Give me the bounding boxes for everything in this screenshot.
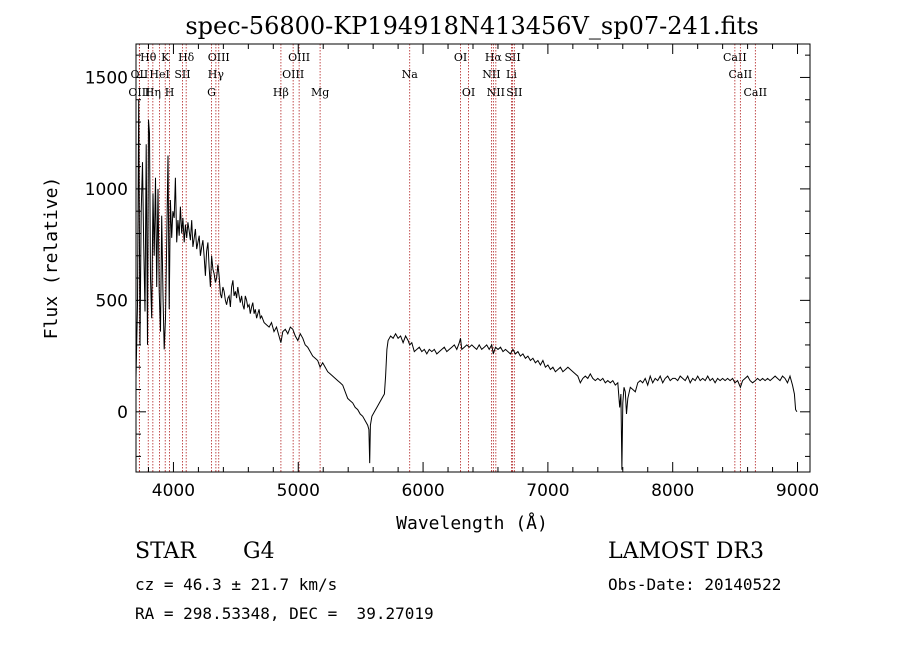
y-tick-label: 1000 xyxy=(85,180,128,200)
x-tick-label: 4000 xyxy=(152,481,195,501)
spectral-line-label: HeI xyxy=(149,68,169,81)
spectral-line-label: H xyxy=(165,86,175,99)
chart-title: spec-56800-KP194918N413456V_sp07-241.fit… xyxy=(185,12,758,40)
spectral-line-label: CaII xyxy=(723,51,747,64)
y-tick-label: 1500 xyxy=(85,68,128,88)
object-class: STAR xyxy=(135,539,196,564)
object-subclass: G4 xyxy=(243,539,275,564)
spectral-line-label: Na xyxy=(402,68,419,81)
x-tick-label: 5000 xyxy=(277,481,320,501)
spectral-line-label: SII xyxy=(504,51,520,64)
spectral-line-label: CaII xyxy=(743,86,767,99)
spectral-line-label: Mg xyxy=(311,86,329,99)
spectral-line-label: NII xyxy=(487,86,505,99)
spectral-line-label: OI xyxy=(462,86,475,99)
spectral-line-label: Hθ xyxy=(140,51,157,64)
plot-frame xyxy=(135,43,811,473)
y-tick-label: 500 xyxy=(96,291,128,311)
spectral-line-label: OIII xyxy=(128,86,150,99)
spectral-line-label: OIII xyxy=(208,51,230,64)
spectral-line-label: Hβ xyxy=(273,86,289,99)
y-axis-label: Flux (relative) xyxy=(41,177,62,340)
spectrum-series xyxy=(135,99,798,470)
x-tick-label: 6000 xyxy=(401,481,444,501)
spectral-line-label: Hδ xyxy=(178,51,195,64)
x-tick-label: 9000 xyxy=(776,481,819,501)
redshift-text: cz = 46.3 ± 21.7 km/s xyxy=(135,575,338,594)
spectral-line-label: Hγ xyxy=(208,68,225,81)
spectral-line-label: SII xyxy=(506,86,522,99)
spectral-line-label: OI xyxy=(454,51,467,64)
axis-ticks: 4000 5000 6000 7000 8000 9000 0 500 1000 1500 xyxy=(85,44,819,501)
spectral-line-label: G xyxy=(207,86,216,99)
x-tick-label: 8000 xyxy=(651,481,694,501)
spectral-line-label: Li xyxy=(506,68,517,81)
spectral-line-label: K xyxy=(161,51,170,64)
obs-date-text: Obs-Date: 20140522 xyxy=(608,575,782,594)
y-tick-label: 0 xyxy=(117,403,128,423)
spectral-line-label: Hα xyxy=(485,51,503,64)
spectral-line-label: SII xyxy=(174,68,190,81)
spectrum-line xyxy=(135,99,798,470)
x-axis-label: Wavelength (Å) xyxy=(396,512,548,534)
radec-text: RA = 298.53348, DEC = 39.27019 xyxy=(135,604,434,623)
spectral-line-label: OIII xyxy=(288,51,310,64)
spectral-line-label: OIII xyxy=(282,68,304,81)
survey-label: LAMOST DR3 xyxy=(608,539,764,564)
spectral-line-label: CaII xyxy=(729,68,753,81)
x-tick-label: 7000 xyxy=(526,481,569,501)
spectral-line-label: Hη xyxy=(145,86,161,99)
spectral-line-label: NII xyxy=(482,68,500,81)
